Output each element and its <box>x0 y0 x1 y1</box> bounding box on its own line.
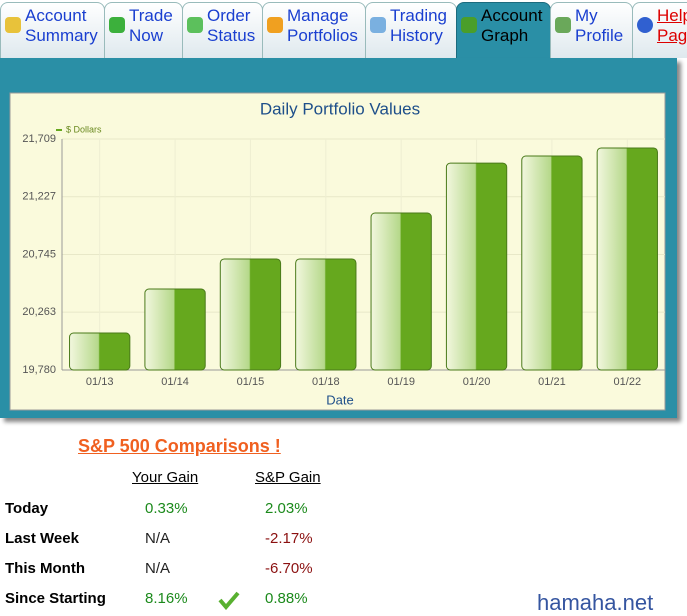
row-label: Last Week <box>5 530 79 547</box>
y-tick-label: 19,780 <box>22 364 56 376</box>
cell: N/A <box>145 530 171 547</box>
chart-title: Daily Portfolio Values <box>260 99 420 118</box>
bar <box>445 162 508 371</box>
x-tick-label: 01/13 <box>86 376 114 388</box>
tab-label: Manage <box>287 6 349 25</box>
x-tick-label: 01/15 <box>237 376 265 388</box>
x-tick-label: 01/14 <box>161 376 189 388</box>
tab[interactable]: Account Summary <box>0 2 105 58</box>
cell: 8.16% <box>145 590 188 607</box>
x-tick-label: 01/18 <box>312 376 340 388</box>
cell: 0.88% <box>265 590 308 607</box>
x-tick-label: 01/20 <box>463 376 491 388</box>
chart: Daily Portfolio Values Date 19,780 20,263… <box>9 92 666 411</box>
tab-label: Now <box>129 26 164 45</box>
bar <box>144 288 206 371</box>
tab-label: Account <box>481 6 543 25</box>
tab-label: Profile <box>575 26 624 45</box>
watermark: hamaha.net <box>537 590 654 615</box>
bar <box>219 258 282 371</box>
column-header: S&P Gain <box>255 469 321 486</box>
bar <box>69 332 131 371</box>
y-tick-label: 21,709 <box>22 133 56 145</box>
y-tick-label: 21,227 <box>22 191 56 203</box>
bar <box>295 258 357 371</box>
x-tick-label: 01/21 <box>538 376 566 388</box>
tab-label: My <box>575 6 598 25</box>
row-label: Today <box>5 500 49 517</box>
x-tick-label: 01/22 <box>614 376 642 388</box>
tab-label: Account <box>25 6 87 25</box>
tab-label: Status <box>207 26 256 45</box>
y-tick-label: 20,745 <box>22 248 56 260</box>
legend-label: $ Dollars <box>66 124 102 134</box>
x-tick-label: 01/19 <box>387 376 415 388</box>
bar <box>370 212 432 371</box>
tab[interactable]: Order Status <box>182 2 263 58</box>
tab[interactable]: Manage Portfolios <box>262 2 366 58</box>
tab[interactable]: Account Graph <box>456 2 551 58</box>
tab-label: Summary <box>25 26 98 45</box>
tab[interactable]: My Profile <box>550 2 633 58</box>
bar <box>521 155 583 371</box>
cell: -6.70% <box>265 560 313 577</box>
row-label: Since Starting <box>5 590 106 607</box>
tab-label: History <box>390 26 443 45</box>
x-axis-label: Date <box>326 392 353 407</box>
tab-label: Order <box>207 6 251 25</box>
tab-label: Help <box>657 6 687 25</box>
tab[interactable]: Trade Now <box>104 2 183 58</box>
tab-label: Trade <box>129 6 173 25</box>
tab-label: Graph <box>481 26 529 45</box>
graph-panel: Daily Portfolio Values Date 19,780 20,263… <box>0 58 677 418</box>
tab-label: Portfolios <box>287 26 358 45</box>
tab-label: Page <box>657 26 687 45</box>
check-icon <box>218 591 240 610</box>
tab-label: Trading <box>390 6 448 25</box>
cell: -2.17% <box>265 530 313 547</box>
y-tick-label: 20,263 <box>22 306 56 318</box>
tab[interactable]: Trading History <box>365 2 457 58</box>
comparison-title: S&P 500 Comparisons ! <box>78 436 281 456</box>
cell: N/A <box>145 560 171 577</box>
bar <box>596 147 658 371</box>
row-label: This Month <box>5 560 85 577</box>
cell: 2.03% <box>265 500 308 517</box>
column-header: Your Gain <box>132 469 199 486</box>
tab[interactable]: HelpPage <box>632 2 687 58</box>
cell: 0.33% <box>145 500 188 517</box>
